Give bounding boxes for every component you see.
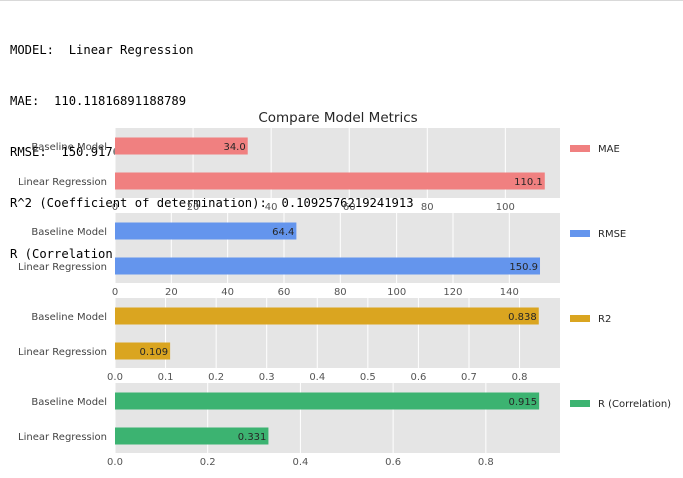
x-tick-label: 0.2 xyxy=(208,372,224,383)
bar-value-label: 0.331 xyxy=(238,432,267,443)
x-tick-label: 80 xyxy=(421,202,434,213)
x-tick-label: 40 xyxy=(265,202,278,213)
x-tick-label: 0.0 xyxy=(107,457,123,468)
bar-value-label: 110.1 xyxy=(514,177,543,188)
x-tick-label: 120 xyxy=(443,287,462,298)
output-line-mae: MAE: 110.11816891188789 xyxy=(10,94,187,108)
legend-label: MAE xyxy=(598,144,620,155)
x-tick-label: 80 xyxy=(334,287,347,298)
category-label: Linear Regression xyxy=(18,262,107,273)
bar-r2 xyxy=(115,307,539,325)
bar-value-label: 0.109 xyxy=(139,347,168,358)
bar-value-label: 0.838 xyxy=(508,312,537,323)
x-tick-label: 100 xyxy=(387,287,406,298)
category-label: Linear Regression xyxy=(18,347,107,358)
bar-rmse xyxy=(115,222,297,240)
x-tick-label: 0 xyxy=(112,202,118,213)
x-tick-label: 60 xyxy=(278,287,291,298)
x-tick-label: 0.2 xyxy=(200,457,216,468)
bar-r2 xyxy=(115,342,171,360)
x-tick-label: 20 xyxy=(187,202,200,213)
bar-value-label: 0.915 xyxy=(509,397,538,408)
category-label: Linear Regression xyxy=(18,432,107,443)
category-label: Linear Regression xyxy=(18,177,107,188)
x-tick-label: 0.6 xyxy=(410,372,426,383)
category-label: Baseline Model xyxy=(31,227,107,238)
x-tick-label: 40 xyxy=(221,287,234,298)
bar-value-label: 150.9 xyxy=(509,262,538,273)
x-tick-label: 140 xyxy=(500,287,519,298)
x-tick-label: 0.1 xyxy=(158,372,174,383)
legend-swatch xyxy=(570,145,590,152)
x-tick-label: 0.4 xyxy=(309,372,325,383)
x-tick-label: 0.7 xyxy=(461,372,477,383)
x-tick-label: 0.5 xyxy=(360,372,376,383)
x-tick-label: 0.4 xyxy=(292,457,308,468)
cell-divider xyxy=(0,0,683,4)
output-line-model: MODEL: Linear Regression xyxy=(10,43,194,57)
x-tick-label: 0.3 xyxy=(259,372,275,383)
x-tick-label: 20 xyxy=(165,287,178,298)
legend-label: R (Correlation) xyxy=(598,399,671,410)
x-tick-label: 0 xyxy=(112,287,118,298)
category-label: Baseline Model xyxy=(31,312,107,323)
bar-mae xyxy=(115,172,545,190)
legend-label: RMSE xyxy=(598,229,626,240)
bar-mae xyxy=(115,137,248,155)
bar-r-correlation xyxy=(115,392,540,410)
bar-value-label: 64.4 xyxy=(272,227,294,238)
category-label: Baseline Model xyxy=(31,142,107,153)
x-tick-label: 0.6 xyxy=(385,457,401,468)
legend-swatch xyxy=(570,400,590,407)
category-label: Baseline Model xyxy=(31,397,107,408)
output-line-r2: R^2 (Coefficient of determination): 0.10… xyxy=(10,196,414,210)
bar-value-label: 34.0 xyxy=(223,142,245,153)
x-tick-label: 60 xyxy=(343,202,356,213)
x-tick-label: 0.8 xyxy=(512,372,528,383)
x-tick-label: 0.8 xyxy=(478,457,494,468)
x-tick-label: 100 xyxy=(496,202,515,213)
legend-swatch xyxy=(570,230,590,237)
bar-r-correlation xyxy=(115,427,269,445)
legend-label: R2 xyxy=(598,314,611,325)
bar-rmse xyxy=(115,257,541,275)
x-tick-label: 0.0 xyxy=(107,372,123,383)
chart-title: Compare Model Metrics xyxy=(258,110,417,126)
legend-swatch xyxy=(570,315,590,322)
